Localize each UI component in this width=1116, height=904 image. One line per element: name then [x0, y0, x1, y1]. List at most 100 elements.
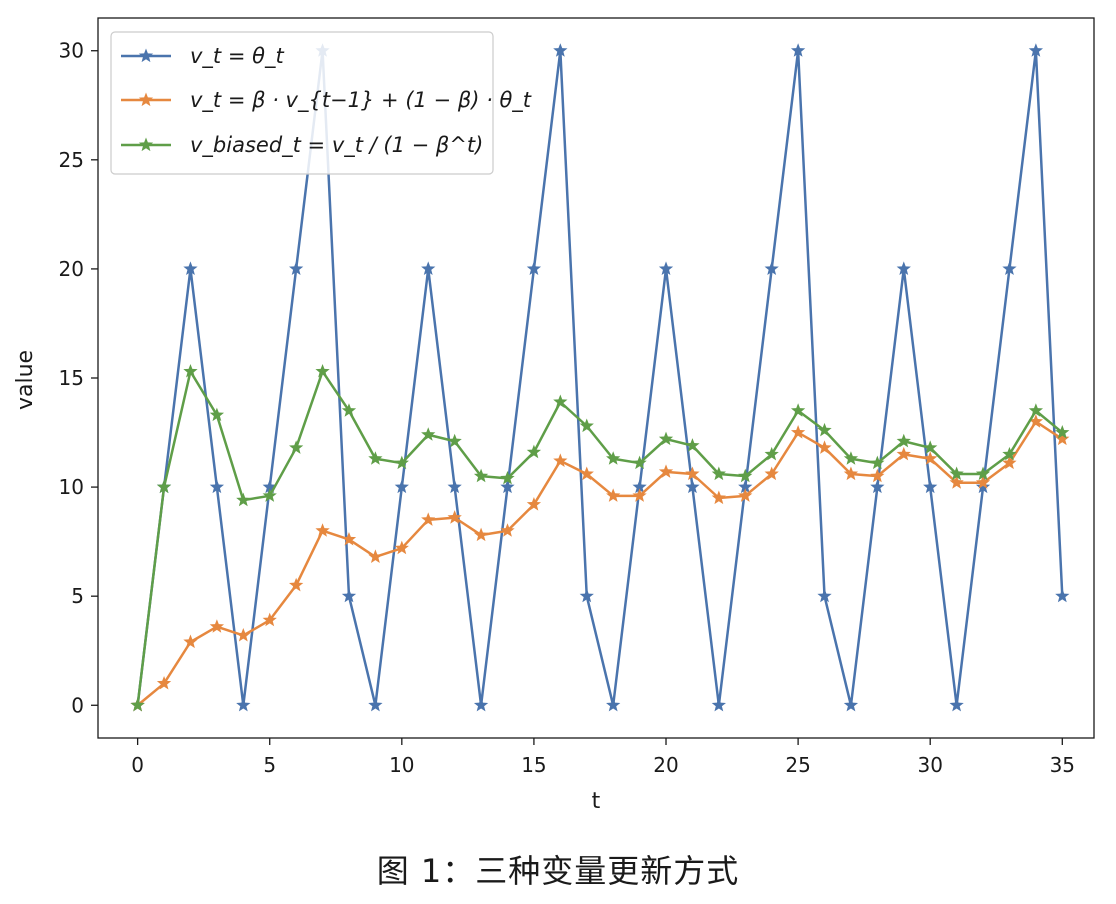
- legend-entry-2: v_t = β · v_{t−1} + (1 − β) · θ_t: [121, 88, 532, 113]
- legend-marker-2: [138, 92, 154, 107]
- data-point: [579, 588, 594, 603]
- data-point: [394, 540, 409, 555]
- data-point: [315, 363, 330, 378]
- x-tick-label: 10: [389, 753, 414, 777]
- y-tick-label: 25: [59, 148, 84, 172]
- data-point: [447, 433, 462, 448]
- data-point: [473, 527, 489, 542]
- data-point: [685, 479, 700, 494]
- y-tick-label: 10: [59, 475, 84, 499]
- data-point: [130, 697, 145, 712]
- data-point: [473, 468, 489, 483]
- data-point: [923, 451, 938, 465]
- data-point: [658, 431, 674, 446]
- data-point: [843, 451, 859, 465]
- data-point: [606, 488, 621, 502]
- data-point: [156, 675, 172, 690]
- data-point: [341, 531, 357, 546]
- data-point: [368, 697, 383, 712]
- data-point: [209, 619, 225, 633]
- data-point: [579, 418, 594, 433]
- data-point: [738, 468, 753, 483]
- data-point: [1002, 261, 1017, 275]
- plot-area: [130, 43, 1070, 712]
- x-tick-label: 5: [263, 753, 276, 777]
- data-point: [975, 466, 991, 481]
- legend-entry-1: v_t = θ_t: [121, 44, 284, 69]
- y-tick-label: 20: [59, 257, 84, 281]
- data-point: [738, 488, 753, 502]
- data-point: [817, 588, 832, 603]
- data-point: [711, 697, 726, 712]
- x-tick-label: 15: [521, 753, 546, 777]
- data-point: [1002, 446, 1017, 461]
- data-point: [790, 403, 806, 417]
- data-point: [262, 479, 277, 494]
- series-line-1: [136, 49, 1064, 707]
- data-point: [473, 697, 489, 712]
- data-point: [394, 479, 409, 494]
- legend-marker-3: [138, 137, 154, 152]
- data-point: [500, 470, 515, 485]
- data-point: [236, 697, 251, 712]
- axes: 0 5 10 15 20 25 30 35 0 5 10 15 20 25 30: [59, 17, 1095, 777]
- series-2: [130, 414, 1070, 712]
- y-axis-label: value: [13, 350, 38, 410]
- x-tick-label: 35: [1050, 753, 1075, 777]
- data-point: [209, 407, 225, 422]
- x-tick-label: 30: [917, 753, 942, 777]
- data-point: [606, 451, 621, 465]
- data-point: [896, 433, 911, 448]
- data-point: [658, 464, 674, 478]
- data-point: [764, 466, 779, 481]
- y-tick-label: 0: [71, 693, 84, 717]
- data-point: [606, 697, 621, 712]
- data-point: [658, 261, 674, 275]
- data-point: [500, 479, 515, 494]
- data-point: [896, 446, 911, 461]
- y-tick-label: 5: [71, 584, 84, 608]
- legend-label-1: v_t = θ_t: [190, 44, 284, 69]
- data-point: [1055, 431, 1070, 446]
- data-point: [790, 43, 806, 57]
- data-point: [553, 453, 568, 467]
- x-tick-label: 0: [131, 753, 144, 777]
- data-point: [553, 394, 568, 409]
- data-point: [289, 577, 304, 592]
- data-point: [632, 488, 647, 502]
- series-line-2: [136, 420, 1063, 707]
- data-point: [949, 466, 964, 481]
- data-point: [1028, 403, 1044, 417]
- data-point: [209, 479, 225, 494]
- legend-label-2: v_t = β · v_{t−1} + (1 − β) · θ_t: [190, 88, 532, 113]
- data-point: [764, 261, 779, 275]
- data-point: [975, 475, 991, 489]
- data-point: [183, 261, 198, 275]
- x-axis-label: t: [592, 789, 601, 814]
- data-point: [923, 479, 938, 494]
- data-point: [315, 523, 330, 537]
- series-line-3: [136, 370, 1064, 706]
- data-point: [817, 422, 832, 437]
- data-point: [870, 468, 885, 483]
- data-point: [843, 697, 859, 712]
- series-1: [130, 43, 1070, 712]
- data-point: [183, 363, 198, 378]
- data-point: [262, 612, 277, 627]
- data-point: [738, 479, 753, 494]
- data-point: [685, 466, 700, 481]
- data-point: [1055, 425, 1070, 439]
- data-point: [236, 627, 251, 642]
- data-point: [1002, 455, 1017, 470]
- data-point: [447, 510, 462, 524]
- data-point: [949, 697, 964, 712]
- data-point: [526, 497, 542, 511]
- legend-entry-3: v_biased_t = v_t / (1 − β^t): [121, 133, 483, 158]
- legend-label-3: v_biased_t = v_t / (1 − β^t): [190, 133, 483, 158]
- data-point: [341, 403, 357, 417]
- data-point: [711, 490, 726, 505]
- figure-caption: 图 1：三种变量更新方式: [376, 852, 740, 890]
- x-tick-label: 20: [653, 753, 678, 777]
- data-point: [711, 466, 726, 481]
- data-point: [368, 451, 383, 465]
